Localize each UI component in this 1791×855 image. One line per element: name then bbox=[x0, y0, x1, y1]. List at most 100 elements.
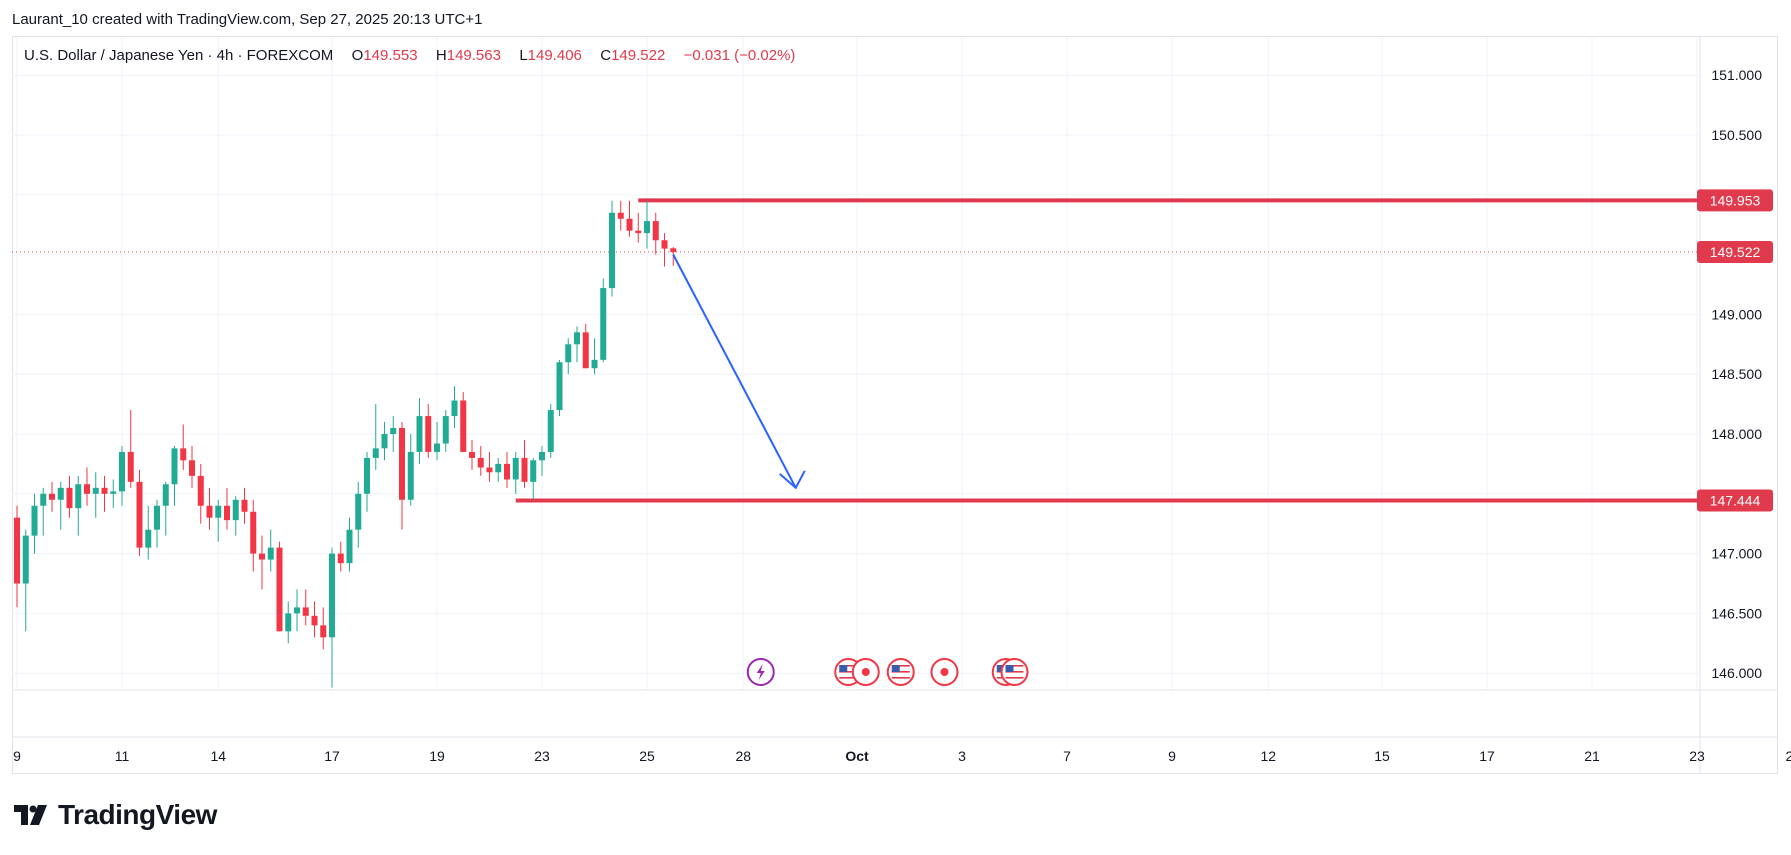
symbol-name: U.S. Dollar / Japanese Yen · 4h · FOREXC… bbox=[24, 47, 334, 64]
low-label: L bbox=[519, 47, 528, 64]
candle-body bbox=[600, 288, 607, 360]
candle bbox=[442, 410, 449, 452]
candle-body bbox=[40, 493, 47, 506]
level-price-label: 147.444 bbox=[1710, 492, 1761, 508]
flag-stripe bbox=[1005, 665, 1024, 667]
flag-stripe bbox=[891, 671, 910, 673]
lightning-event-icon bbox=[746, 658, 775, 686]
time-tick-label: Oct bbox=[845, 748, 869, 764]
candle bbox=[285, 601, 292, 644]
candle bbox=[250, 499, 257, 572]
candle-body bbox=[267, 547, 274, 560]
lightning-glyph bbox=[756, 664, 765, 680]
flag-stripe bbox=[839, 671, 858, 673]
high-label: H bbox=[435, 47, 447, 64]
candle-body bbox=[276, 547, 283, 632]
candle-body bbox=[556, 362, 563, 411]
candle-body bbox=[451, 400, 458, 417]
candle-body bbox=[425, 416, 432, 452]
candle bbox=[644, 200, 650, 249]
time-tick-label: 19 bbox=[429, 748, 445, 764]
candle-body bbox=[591, 359, 598, 369]
candle bbox=[390, 416, 397, 452]
candle bbox=[162, 481, 169, 536]
flag-stripe bbox=[891, 665, 910, 667]
candle-body bbox=[530, 460, 537, 482]
candle bbox=[276, 541, 283, 632]
candle bbox=[267, 529, 274, 572]
tradingview-logo-text: TradingView bbox=[58, 799, 217, 830]
candle bbox=[92, 472, 99, 518]
candle bbox=[215, 499, 222, 542]
time-tick-label: 9 bbox=[1168, 748, 1176, 764]
candles bbox=[14, 200, 677, 688]
open-value: 149.553 bbox=[363, 47, 418, 64]
candle bbox=[547, 404, 554, 458]
red-dot-event-icon bbox=[930, 658, 959, 686]
candle bbox=[617, 200, 624, 231]
candle bbox=[66, 475, 73, 518]
candle bbox=[512, 451, 519, 494]
candle-body bbox=[285, 613, 292, 632]
candle bbox=[49, 481, 55, 512]
candle-body bbox=[460, 400, 467, 452]
flag-canton bbox=[1005, 665, 1014, 672]
tradingview-logo[interactable]: TradingView bbox=[14, 799, 217, 830]
candle-body bbox=[57, 487, 64, 500]
candle-body bbox=[381, 434, 388, 449]
candle bbox=[136, 469, 143, 556]
candle-body bbox=[504, 463, 510, 480]
candle-body bbox=[670, 248, 677, 252]
candle-body bbox=[477, 457, 484, 468]
candle-body bbox=[241, 499, 248, 512]
candle bbox=[434, 422, 440, 461]
high-value: 149.563 bbox=[446, 47, 501, 64]
candle-body bbox=[101, 487, 108, 494]
candle bbox=[241, 487, 248, 524]
candle-body bbox=[617, 212, 624, 219]
candle bbox=[180, 424, 187, 470]
candle-body bbox=[162, 484, 169, 506]
candle bbox=[101, 475, 108, 512]
time-tick-label: 23 bbox=[1689, 748, 1705, 764]
candle bbox=[469, 439, 475, 470]
candle-body bbox=[635, 230, 642, 234]
time-tick-label: 23 bbox=[534, 748, 550, 764]
candle-body bbox=[486, 467, 493, 473]
candle-body bbox=[434, 443, 440, 452]
time-tick-label: 12 bbox=[1260, 748, 1276, 764]
candle-body bbox=[407, 451, 414, 500]
candle bbox=[302, 589, 309, 626]
flag-stripe bbox=[1005, 668, 1024, 670]
candle bbox=[127, 410, 134, 488]
candle-body bbox=[154, 505, 160, 530]
candle-body bbox=[565, 344, 572, 363]
event-dot bbox=[861, 668, 870, 676]
candle-body bbox=[84, 484, 90, 494]
candle bbox=[495, 457, 502, 482]
candle-body bbox=[250, 511, 257, 554]
candle bbox=[119, 445, 125, 506]
flag-stripe bbox=[839, 665, 858, 667]
arrow-shaft bbox=[672, 254, 797, 489]
candle bbox=[425, 404, 432, 458]
candle bbox=[22, 529, 29, 632]
last-price-label: 149.522 bbox=[1710, 244, 1761, 260]
flag-stripe bbox=[1005, 674, 1024, 676]
candle-body bbox=[66, 487, 73, 509]
candle bbox=[311, 601, 318, 638]
candle bbox=[477, 445, 484, 476]
candle-body bbox=[355, 493, 362, 530]
candle bbox=[329, 547, 335, 688]
candle bbox=[75, 475, 82, 536]
candle-body bbox=[75, 484, 82, 509]
flag-stripe bbox=[839, 677, 858, 679]
candle bbox=[565, 338, 572, 375]
candle-body bbox=[22, 535, 29, 584]
candle bbox=[582, 323, 589, 369]
time-tick-label: 7 bbox=[1063, 748, 1071, 764]
candle-body bbox=[311, 615, 318, 626]
candle bbox=[521, 439, 528, 488]
time-tick-label: 15 bbox=[1374, 748, 1390, 764]
